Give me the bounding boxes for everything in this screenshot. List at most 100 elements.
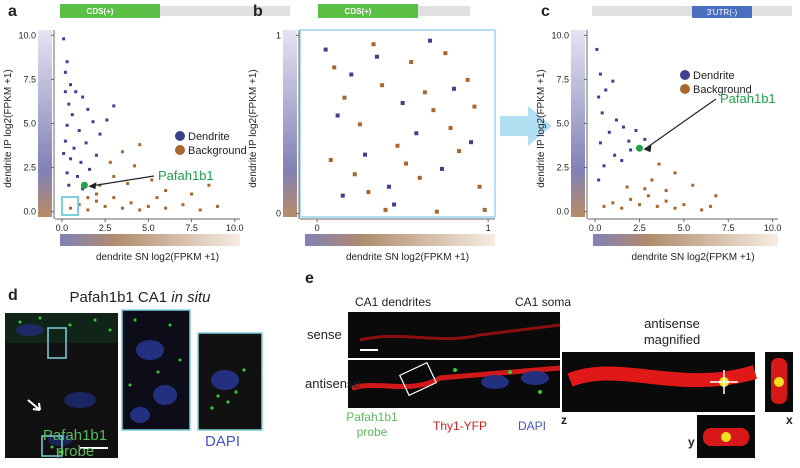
point <box>62 37 66 41</box>
point <box>637 203 641 207</box>
y-tick-label: 5.0 <box>23 119 36 129</box>
point <box>120 150 124 154</box>
y-tick-label: 0 <box>276 208 281 218</box>
x-tick-label: 2.5 <box>99 223 112 233</box>
y-tick-label: 0.0 <box>23 207 36 217</box>
point <box>65 60 69 64</box>
point <box>400 101 405 106</box>
point <box>108 160 112 164</box>
point <box>602 164 606 168</box>
point <box>386 184 391 189</box>
point <box>77 129 81 133</box>
x-tick-label: 10.0 <box>226 223 244 233</box>
point <box>646 194 650 198</box>
point <box>69 206 73 210</box>
point <box>428 38 432 43</box>
point <box>62 151 66 155</box>
point <box>691 183 695 187</box>
y-tick-label: 2.5 <box>23 163 36 173</box>
arrow-head <box>643 145 652 153</box>
point <box>112 174 116 178</box>
point <box>629 197 633 201</box>
title-italic: in situ <box>171 289 211 306</box>
gene-label: CDS(+) <box>345 7 372 16</box>
point <box>451 86 456 91</box>
x-tick-label: 5.0 <box>678 223 691 233</box>
point <box>643 187 647 191</box>
point <box>129 201 133 205</box>
legend-swatch <box>175 145 185 155</box>
dapi-label: DAPI <box>205 433 240 450</box>
rug <box>571 30 585 217</box>
point <box>627 139 631 143</box>
point <box>604 88 608 92</box>
point <box>482 207 487 212</box>
y-axis-label: dendrite IP log2(FPKM +1) <box>536 69 547 188</box>
panel-letter: c <box>541 3 550 20</box>
point <box>86 208 90 212</box>
point <box>620 206 624 210</box>
y-tick-label: 2.5 <box>556 163 569 173</box>
rug <box>60 234 240 246</box>
point <box>620 159 624 163</box>
point <box>342 95 347 100</box>
dapi-label: DAPI <box>518 419 546 433</box>
probe-label: probe <box>56 443 94 460</box>
annotation-arrow <box>89 175 155 187</box>
point <box>457 149 462 154</box>
point <box>74 90 78 94</box>
point <box>422 90 427 95</box>
rug <box>38 30 52 217</box>
point <box>682 203 686 207</box>
point <box>383 207 388 212</box>
axis-letter: y <box>688 435 695 449</box>
row-label: sense <box>307 327 342 342</box>
point <box>112 196 116 200</box>
point <box>79 160 83 164</box>
point <box>86 107 90 111</box>
y-tick-label: 7.5 <box>556 74 569 84</box>
legend-label: Dendrite <box>188 131 230 143</box>
point <box>88 167 92 171</box>
x-tick-label: 0 <box>315 223 320 233</box>
point <box>120 206 124 210</box>
arrow-head <box>88 182 97 190</box>
point <box>634 129 638 133</box>
point <box>98 132 102 136</box>
region-label: CA1 dendrites <box>355 295 431 309</box>
point <box>595 47 599 51</box>
axis-letter: x <box>786 413 793 427</box>
point <box>75 174 79 178</box>
point <box>98 183 102 187</box>
point <box>216 204 220 208</box>
point <box>597 178 601 182</box>
point <box>94 192 98 196</box>
point <box>138 143 142 147</box>
point <box>664 189 668 193</box>
point <box>625 185 629 189</box>
point <box>431 108 436 113</box>
probe-label: probe <box>357 425 388 439</box>
point <box>655 204 659 208</box>
rug <box>305 234 495 246</box>
annotation-arrow <box>644 98 717 150</box>
highlight-point <box>635 144 643 152</box>
point <box>673 171 677 175</box>
panel-letter: a <box>8 3 17 20</box>
point <box>472 104 477 109</box>
point <box>714 194 718 198</box>
point <box>392 202 397 207</box>
point <box>598 141 602 145</box>
rug <box>283 30 297 217</box>
point <box>94 199 98 203</box>
point <box>138 208 142 212</box>
point <box>349 72 354 77</box>
gene-label: 3'UTR(-) <box>707 8 738 17</box>
legend-swatch <box>175 131 185 141</box>
point <box>371 42 376 47</box>
zoom-box <box>61 196 79 216</box>
legend-swatch <box>680 70 690 80</box>
y-tick-label: 10.0 <box>18 30 36 40</box>
point <box>133 164 137 168</box>
point <box>629 148 633 152</box>
